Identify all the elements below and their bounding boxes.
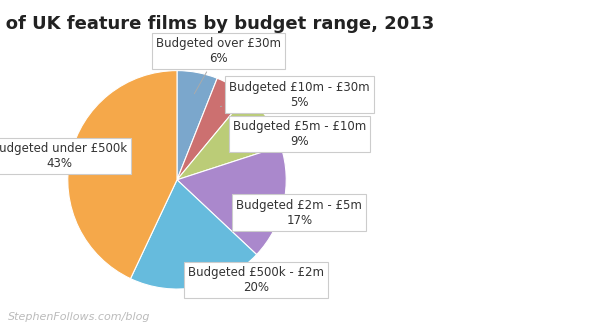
Wedge shape (177, 146, 286, 255)
Text: Budgeted £10m - £30m
5%: Budgeted £10m - £30m 5% (220, 81, 370, 109)
Wedge shape (68, 71, 177, 279)
Text: Budgeted £5m - £10m
9%: Budgeted £5m - £10m 9% (233, 120, 366, 148)
Wedge shape (177, 78, 247, 180)
Text: Budgeted under £500k
43%: Budgeted under £500k 43% (0, 142, 127, 170)
Title: Number of UK feature films by budget range, 2013: Number of UK feature films by budget ran… (0, 15, 434, 33)
Text: Budgeted over £30m
6%: Budgeted over £30m 6% (156, 37, 281, 94)
Wedge shape (177, 96, 281, 180)
Wedge shape (130, 180, 257, 289)
Text: Budgeted £500k - £2m
20%: Budgeted £500k - £2m 20% (188, 264, 323, 294)
Text: Budgeted £2m - £5m
17%: Budgeted £2m - £5m 17% (236, 198, 362, 226)
Wedge shape (177, 71, 217, 180)
Text: StephenFollows.com/blog: StephenFollows.com/blog (8, 312, 150, 322)
